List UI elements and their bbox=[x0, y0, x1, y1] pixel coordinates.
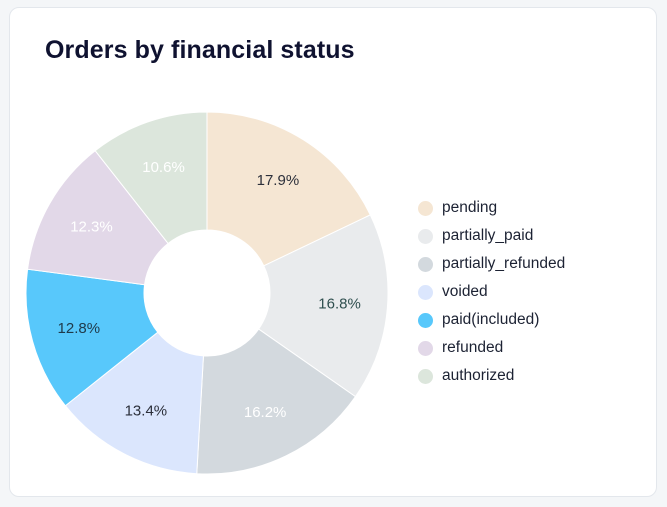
legend-swatch bbox=[418, 340, 433, 356]
legend-item-voided[interactable]: voided bbox=[418, 278, 565, 306]
legend-swatch bbox=[418, 368, 433, 384]
legend-swatch bbox=[418, 256, 433, 272]
slice-label-authorized: 10.6% bbox=[142, 159, 185, 176]
pie-slice-refunded[interactable] bbox=[27, 149, 169, 286]
legend-item-paid(included)[interactable]: paid(included) bbox=[418, 306, 565, 334]
legend-item-pending[interactable]: pending bbox=[418, 194, 565, 222]
legend-item-partially_paid[interactable]: partially_paid bbox=[418, 222, 565, 250]
legend-label: voided bbox=[442, 283, 488, 300]
pie-slice-partially_refunded[interactable] bbox=[196, 328, 357, 475]
legend-label: paid(included) bbox=[442, 311, 540, 328]
legend-swatch bbox=[418, 200, 433, 216]
slice-label-refunded: 12.3% bbox=[70, 219, 113, 236]
chart-title: Orders by financial status bbox=[45, 36, 355, 64]
legend-label: refunded bbox=[442, 339, 504, 356]
legend-swatch bbox=[418, 284, 433, 300]
legend-swatch bbox=[418, 228, 433, 244]
legend-label: authorized bbox=[442, 367, 515, 384]
pie-slice-pending[interactable] bbox=[206, 111, 371, 267]
legend-item-refunded[interactable]: refunded bbox=[418, 334, 565, 362]
pie-slice-authorized[interactable] bbox=[94, 111, 208, 245]
legend-swatch bbox=[418, 312, 433, 328]
legend-label: pending bbox=[442, 199, 498, 216]
pie-slice-paid(included)[interactable] bbox=[25, 268, 159, 407]
legend-item-partially_refunded[interactable]: partially_refunded bbox=[418, 250, 565, 278]
slice-label-partially_refunded: 16.2% bbox=[244, 404, 287, 421]
slice-label-voided: 13.4% bbox=[125, 403, 168, 420]
donut-chart: 17.9% 16.8% 16.2% 13.4% 12.8% 12.3% 10.6% bbox=[25, 111, 389, 475]
legend-label: partially_paid bbox=[442, 227, 534, 244]
slice-label-pending: 17.9% bbox=[257, 172, 300, 189]
slice-label-paid(included): 12.8% bbox=[58, 320, 101, 337]
chart-card: Orders by financial status 17.9% 16.8% 16.… bbox=[9, 7, 657, 497]
pie-slice-voided[interactable] bbox=[64, 331, 204, 475]
legend-item-authorized[interactable]: authorized bbox=[418, 362, 565, 390]
slice-label-partially_paid: 16.8% bbox=[318, 295, 361, 312]
legend-label: partially_refunded bbox=[442, 255, 566, 272]
